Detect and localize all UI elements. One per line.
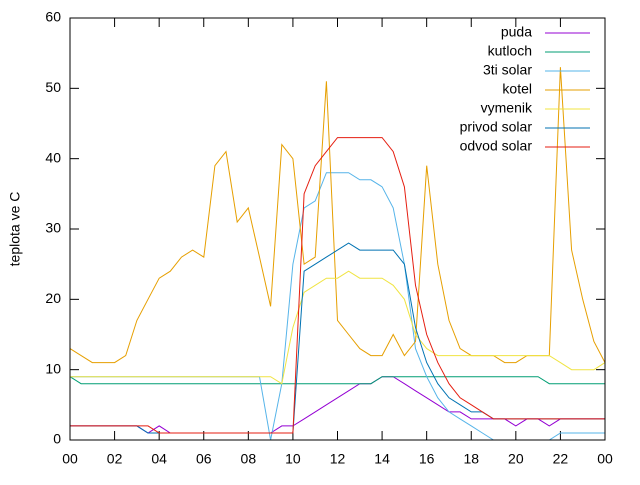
y-tick-label: 0 [53,431,61,447]
x-tick-label: 00 [62,451,78,467]
series-line [70,137,605,434]
x-tick-label: 14 [374,451,390,467]
legend-label: kotel [502,81,532,97]
x-tick-label: 02 [107,451,123,467]
legend-label: 3ti solar [483,62,532,78]
y-axis-label: teplota ve C [7,192,23,267]
x-tick-label: 18 [463,451,479,467]
y-tick-label: 10 [45,360,61,376]
x-tick-label: 16 [419,451,435,467]
series-line [69,376,605,385]
legend-label: odvod solar [460,138,533,154]
y-tick-label: 50 [45,79,61,95]
y-tick-label: 30 [45,220,61,236]
legend-label: puda [501,24,532,40]
x-tick-label: 04 [151,451,167,467]
x-tick-label: 12 [330,451,346,467]
plot-frame [69,17,606,441]
series-line [70,270,606,385]
legend-label: privod solar [460,119,533,135]
x-tick-label: 22 [553,451,569,467]
series-line [70,376,605,434]
y-tick-label: 40 [45,149,61,165]
series-line [69,67,606,364]
x-tick-label: 00 [597,451,613,467]
x-tick-label: 10 [285,451,301,467]
x-tick-label: 06 [196,451,212,467]
y-tick-label: 20 [45,290,61,306]
legend-label: vymenik [481,100,533,116]
x-tick-label: 20 [508,451,524,467]
x-tick-label: 08 [241,451,257,467]
y-tick-label: 60 [45,9,61,25]
legend-label: kutloch [488,43,532,59]
